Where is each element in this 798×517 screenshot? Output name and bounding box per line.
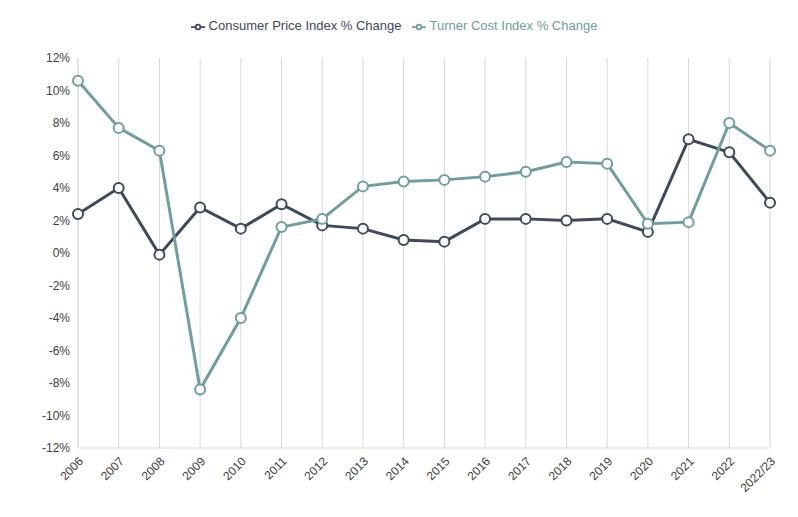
svg-text:2013: 2013	[342, 454, 371, 483]
svg-text:2016: 2016	[464, 454, 493, 483]
svg-text:2022: 2022	[709, 454, 738, 483]
svg-text:10%: 10%	[46, 84, 70, 98]
svg-text:2012: 2012	[302, 454, 331, 483]
svg-text:2011: 2011	[262, 454, 290, 482]
svg-text:2008: 2008	[139, 454, 168, 483]
svg-text:-8%: -8%	[49, 376, 71, 390]
svg-text:2010: 2010	[220, 454, 249, 483]
svg-text:-6%: -6%	[49, 344, 71, 358]
svg-text:2020: 2020	[627, 454, 656, 483]
svg-text:2015: 2015	[424, 454, 453, 483]
svg-text:2022/23: 2022/23	[738, 454, 779, 495]
svg-text:2006: 2006	[57, 454, 86, 483]
svg-text:-4%: -4%	[49, 311, 71, 325]
svg-text:2019: 2019	[587, 454, 616, 483]
svg-text:6%: 6%	[53, 149, 71, 163]
svg-text:-10%: -10%	[42, 409, 70, 423]
svg-text:4%: 4%	[53, 181, 71, 195]
svg-text:-2%: -2%	[49, 279, 71, 293]
svg-text:2007: 2007	[98, 454, 127, 483]
svg-text:2%: 2%	[53, 214, 71, 228]
svg-text:2021: 2021	[668, 454, 697, 483]
svg-text:8%: 8%	[53, 116, 71, 130]
svg-text:2014: 2014	[383, 454, 412, 483]
html-text:Turner Cost Index % Change: Turner Cost Index % Change	[429, 18, 598, 33]
svg-text:2009: 2009	[179, 454, 208, 483]
svg-text:-12%: -12%	[42, 441, 70, 455]
svg-text:2018: 2018	[546, 454, 575, 483]
svg-text:2017: 2017	[505, 454, 534, 483]
svg-text:0%: 0%	[53, 246, 71, 260]
html-text:Consumer Price Index % Change: Consumer Price Index % Change	[208, 18, 402, 33]
svg-text:12%: 12%	[46, 51, 70, 65]
